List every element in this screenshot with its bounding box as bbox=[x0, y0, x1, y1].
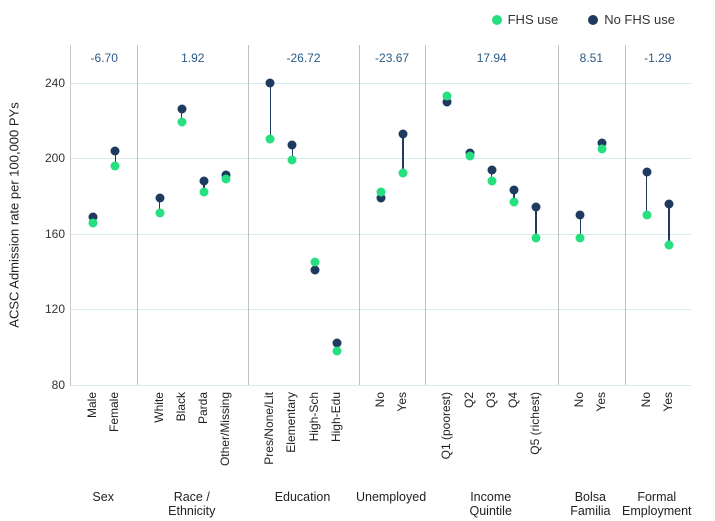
dot-fhs bbox=[598, 144, 607, 153]
dot-fhs bbox=[288, 156, 297, 165]
x-category-label: Yes bbox=[594, 392, 608, 412]
group-value: -1.29 bbox=[644, 51, 671, 65]
x-category-label: Female bbox=[107, 392, 121, 432]
dot-fhs bbox=[266, 135, 275, 144]
x-category-label: No bbox=[572, 392, 586, 407]
group-divider bbox=[137, 45, 138, 385]
dot-fhs bbox=[155, 209, 164, 218]
y-tick-label: 160 bbox=[33, 227, 65, 241]
x-group-label: Education bbox=[275, 490, 331, 504]
dot-fhs bbox=[443, 92, 452, 101]
dot-fhs bbox=[532, 233, 541, 242]
x-category-label: White bbox=[152, 392, 166, 423]
dot-nofhs bbox=[532, 203, 541, 212]
grid-line bbox=[71, 234, 691, 235]
legend-label-nofhs: No FHS use bbox=[604, 12, 675, 27]
x-category-label: Q1 (poorest) bbox=[439, 392, 453, 459]
legend-item-nofhs: No FHS use bbox=[588, 12, 675, 27]
connector-line bbox=[270, 83, 272, 140]
x-category-label: No bbox=[639, 392, 653, 407]
legend-dot-nofhs bbox=[588, 15, 598, 25]
group-value: -6.70 bbox=[91, 51, 118, 65]
group-divider bbox=[558, 45, 559, 385]
x-group-label: IncomeQuintile bbox=[470, 490, 512, 518]
x-group-label: Unemployed bbox=[356, 490, 426, 504]
dot-fhs bbox=[487, 177, 496, 186]
connector-line bbox=[402, 134, 404, 174]
x-category-label: Other/Missing bbox=[218, 392, 232, 466]
group-value: 17.94 bbox=[477, 51, 507, 65]
grid-line bbox=[71, 309, 691, 310]
dot-fhs bbox=[664, 241, 673, 250]
dot-nofhs bbox=[642, 167, 651, 176]
x-category-label: Q2 bbox=[462, 392, 476, 408]
group-divider bbox=[425, 45, 426, 385]
group-value: -26.72 bbox=[286, 51, 320, 65]
dot-fhs bbox=[465, 152, 474, 161]
dot-nofhs bbox=[487, 165, 496, 174]
dot-nofhs bbox=[399, 129, 408, 138]
x-category-label: Black bbox=[174, 392, 188, 421]
x-group-label: Sex bbox=[92, 490, 114, 504]
legend-label-fhs: FHS use bbox=[508, 12, 559, 27]
legend: FHS use No FHS use bbox=[492, 12, 675, 27]
grid-line bbox=[71, 158, 691, 159]
dot-fhs bbox=[642, 211, 651, 220]
grid-line bbox=[71, 83, 691, 84]
group-divider bbox=[625, 45, 626, 385]
dot-nofhs bbox=[199, 177, 208, 186]
dot-fhs bbox=[509, 197, 518, 206]
x-group-label: FormalEmployment bbox=[622, 490, 691, 518]
connector-line bbox=[646, 172, 648, 215]
dot-nofhs bbox=[664, 199, 673, 208]
dot-fhs bbox=[310, 258, 319, 267]
x-category-label: High-Sch bbox=[307, 392, 321, 441]
dot-nofhs bbox=[155, 194, 164, 203]
dot-fhs bbox=[199, 188, 208, 197]
y-tick-label: 240 bbox=[33, 76, 65, 90]
x-category-label: Elementary bbox=[284, 392, 298, 453]
y-tick-label: 120 bbox=[33, 302, 65, 316]
legend-item-fhs: FHS use bbox=[492, 12, 559, 27]
dot-nofhs bbox=[266, 78, 275, 87]
dot-fhs bbox=[89, 218, 98, 227]
group-value: 1.92 bbox=[181, 51, 204, 65]
group-value: -23.67 bbox=[375, 51, 409, 65]
dot-fhs bbox=[377, 188, 386, 197]
x-group-label: BolsaFamilia bbox=[570, 490, 610, 518]
x-category-label: Q4 bbox=[506, 392, 520, 408]
dot-nofhs bbox=[576, 211, 585, 220]
x-category-label: Pres/None/Lit bbox=[262, 392, 276, 465]
group-value: 8.51 bbox=[580, 51, 603, 65]
y-tick-label: 80 bbox=[33, 378, 65, 392]
dot-fhs bbox=[332, 347, 341, 356]
dot-fhs bbox=[222, 175, 231, 184]
x-group-label: Race /Ethnicity bbox=[168, 490, 215, 518]
x-category-label: Yes bbox=[661, 392, 675, 412]
x-category-label: Q3 bbox=[484, 392, 498, 408]
group-divider bbox=[248, 45, 249, 385]
grid-line bbox=[71, 385, 691, 386]
y-axis-title: ACSC Admission rate per 100,000 PYs bbox=[7, 102, 22, 327]
dot-nofhs bbox=[177, 105, 186, 114]
x-category-label: High-Edu bbox=[329, 392, 343, 442]
connector-line bbox=[668, 204, 670, 246]
dot-fhs bbox=[576, 233, 585, 242]
legend-dot-fhs bbox=[492, 15, 502, 25]
plot-area: 80120160200240-6.701.92-26.72-23.6717.94… bbox=[70, 45, 691, 386]
x-category-label: Male bbox=[85, 392, 99, 418]
dot-nofhs bbox=[288, 141, 297, 150]
x-category-label: Yes bbox=[395, 392, 409, 412]
dot-fhs bbox=[111, 161, 120, 170]
y-tick-label: 200 bbox=[33, 151, 65, 165]
group-divider bbox=[359, 45, 360, 385]
dot-fhs bbox=[399, 169, 408, 178]
x-category-label: No bbox=[373, 392, 387, 407]
x-category-label: Q5 (richest) bbox=[528, 392, 542, 455]
dot-fhs bbox=[177, 118, 186, 127]
x-category-label: Parda bbox=[196, 392, 210, 424]
dot-nofhs bbox=[111, 146, 120, 155]
dot-nofhs bbox=[509, 186, 518, 195]
